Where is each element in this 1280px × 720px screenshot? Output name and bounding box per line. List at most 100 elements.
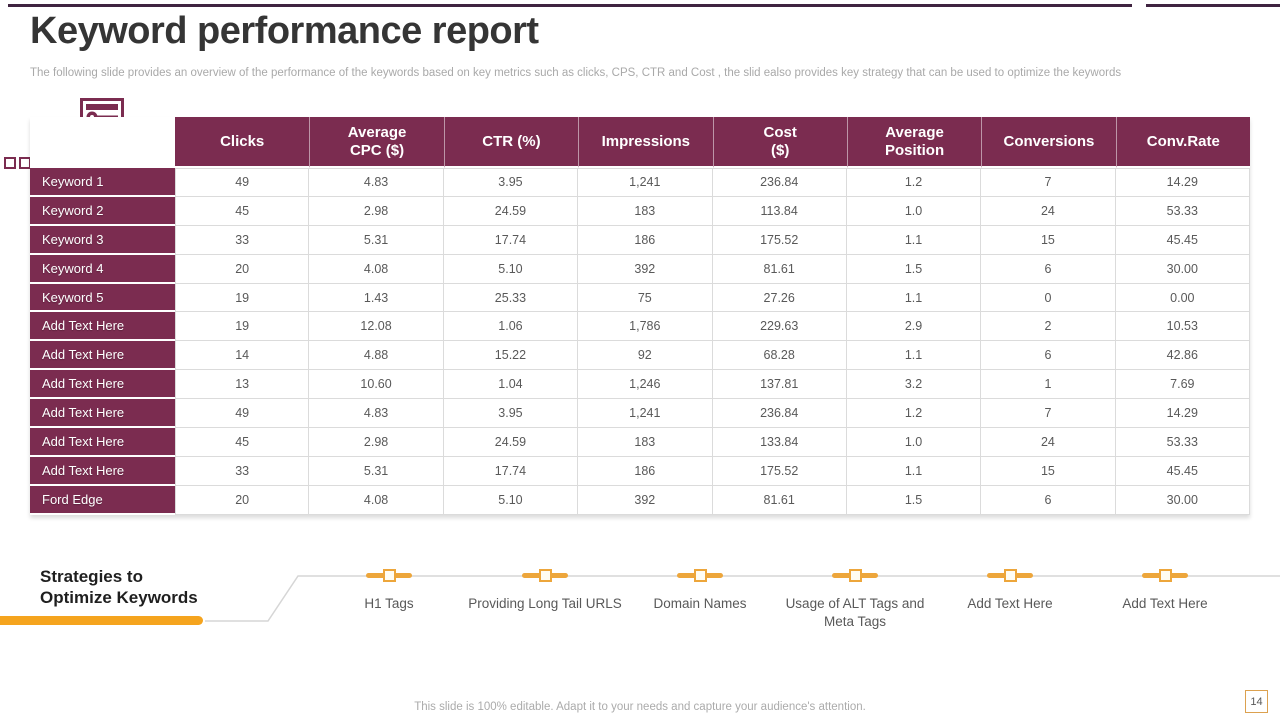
- table-cell: 183: [578, 196, 713, 226]
- strategies-heading: Strategies to Optimize Keywords: [40, 566, 198, 608]
- table-cell: 186: [578, 225, 713, 255]
- table-cell: 2.9: [846, 312, 982, 342]
- table-cell: 133.84: [712, 428, 847, 457]
- table-cell: 53.33: [1115, 428, 1250, 457]
- table-cell: 45.45: [1115, 225, 1250, 255]
- table-cell: 1: [981, 370, 1116, 400]
- table-cell: 7: [981, 399, 1116, 429]
- table-cell: 19: [175, 312, 310, 342]
- table-cell: 30.00: [1115, 485, 1250, 515]
- strategy-item[interactable]: Providing Long Tail URLS: [467, 569, 623, 613]
- marker-square: [382, 569, 396, 582]
- table-cell: 42.86: [1115, 341, 1250, 371]
- table-cell: 7: [981, 168, 1116, 197]
- row-label[interactable]: Add Text Here: [30, 370, 175, 400]
- slider-marker-icon: [522, 569, 568, 582]
- table-cell: 24.59: [443, 428, 579, 457]
- top-accent-line-left: [8, 4, 1132, 7]
- column-header: Average Position: [846, 117, 982, 168]
- slider-marker-icon: [366, 569, 412, 582]
- page-title: Keyword performance report: [30, 10, 539, 52]
- strategies-heading-line1: Strategies to: [40, 567, 143, 586]
- table-cell: 2.98: [309, 428, 444, 457]
- square-outline-icon: [4, 157, 16, 169]
- table-cell: 5.31: [309, 456, 444, 486]
- table-cell: 1.04: [443, 370, 579, 400]
- slider-marker-icon: [987, 569, 1033, 582]
- row-label[interactable]: Add Text Here: [30, 312, 175, 342]
- strategy-item[interactable]: Add Text Here: [932, 569, 1088, 613]
- marker-square: [1158, 569, 1172, 582]
- table-cell: 24: [981, 428, 1116, 457]
- table-cell: 1.2: [846, 168, 982, 197]
- table-cell: 10.53: [1115, 312, 1250, 342]
- table-cell: 3.2: [846, 370, 982, 400]
- table-cell: 4.08: [309, 485, 444, 515]
- table-cell: 1.0: [846, 428, 982, 457]
- table-cell: 6: [981, 341, 1116, 371]
- table-cell: 20: [175, 254, 310, 284]
- table-cell: 1.06: [443, 312, 579, 342]
- table-cell: 2: [981, 312, 1116, 342]
- row-label[interactable]: Keyword 3: [30, 225, 175, 255]
- strategy-item[interactable]: Usage of ALT Tags and Meta Tags: [777, 569, 933, 631]
- strategy-item[interactable]: Domain Names: [622, 569, 778, 613]
- connector-line: [205, 575, 1280, 622]
- table-cell: 24.59: [443, 196, 579, 226]
- table-cell: 14: [175, 341, 310, 371]
- table-cell: 392: [578, 485, 713, 515]
- strategy-label: Domain Names: [653, 596, 747, 611]
- row-label[interactable]: Keyword 4: [30, 254, 175, 284]
- marker-square: [848, 569, 862, 582]
- row-label[interactable]: Keyword 5: [30, 283, 175, 313]
- row-label[interactable]: Add Text Here: [30, 428, 175, 457]
- strategy-label: Usage of ALT Tags and Meta Tags: [785, 596, 925, 629]
- table-cell: 6: [981, 254, 1116, 284]
- table-cell: 15: [981, 456, 1116, 486]
- table-cell: 17.74: [443, 456, 579, 486]
- table-cell: 137.81: [712, 370, 847, 400]
- strategy-label: Providing Long Tail URLS: [468, 596, 622, 611]
- row-label[interactable]: Add Text Here: [30, 399, 175, 429]
- row-label[interactable]: Keyword 1: [30, 168, 175, 197]
- slide-subtitle: The following slide provides an overview…: [30, 67, 1122, 79]
- table-cell: 53.33: [1115, 196, 1250, 226]
- table-cell: 14.29: [1115, 399, 1250, 429]
- table-cell: 27.26: [712, 283, 847, 313]
- marker-square: [1003, 569, 1017, 582]
- table-cell: 14.29: [1115, 168, 1250, 197]
- table-cell: 1,241: [578, 168, 713, 197]
- table-cell: 1,786: [578, 312, 713, 342]
- row-label[interactable]: Ford Edge: [30, 485, 175, 515]
- table-cell: 229.63: [712, 312, 847, 342]
- strategy-label: H1 Tags: [364, 596, 414, 611]
- strategy-label: Add Text Here: [1122, 596, 1208, 611]
- table-cell: 5.31: [309, 225, 444, 255]
- table-cell: 49: [175, 168, 310, 197]
- table-cell: 81.61: [712, 485, 847, 515]
- strategy-item[interactable]: Add Text Here: [1087, 569, 1243, 613]
- table-cell: 3.95: [443, 168, 579, 197]
- row-label[interactable]: Add Text Here: [30, 456, 175, 486]
- table-cell: 12.08: [309, 312, 444, 342]
- table-cell: 4.08: [309, 254, 444, 284]
- orange-accent-bar: [0, 616, 203, 625]
- table-cell: 10.60: [309, 370, 444, 400]
- table-cell: 1.43: [309, 283, 444, 313]
- table-cell: 236.84: [712, 168, 847, 197]
- column-header: Clicks: [175, 117, 310, 168]
- column-header: CTR (%): [443, 117, 579, 168]
- table-cell: 19: [175, 283, 310, 313]
- strategy-item[interactable]: H1 Tags: [311, 569, 467, 613]
- table-cell: 392: [578, 254, 713, 284]
- table-cell: 0.00: [1115, 283, 1250, 313]
- row-label[interactable]: Keyword 2: [30, 196, 175, 226]
- top-accent-line-right: [1146, 4, 1280, 7]
- slider-marker-icon: [677, 569, 723, 582]
- table-cell: 3.95: [443, 399, 579, 429]
- table-cell: 175.52: [712, 456, 847, 486]
- table-cell: 13: [175, 370, 310, 400]
- table-cell: 33: [175, 225, 310, 255]
- row-label[interactable]: Add Text Here: [30, 341, 175, 371]
- table-cell: 4.83: [309, 399, 444, 429]
